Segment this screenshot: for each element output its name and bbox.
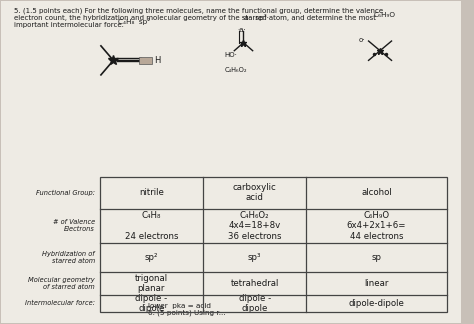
Text: # of Valence
Electrons: # of Valence Electrons [53,219,95,232]
Text: Molecular geometry
of starred atom: Molecular geometry of starred atom [28,277,95,290]
Text: nitrile: nitrile [139,188,164,197]
Text: C₄H₈

24 electrons: C₄H₈ 24 electrons [125,211,178,241]
Bar [138,57,152,64]
Text: sp: sp [372,253,382,262]
Text: dipole -
dipole: dipole - dipole [135,294,167,313]
Text: H: H [154,56,160,65]
Bar [100,177,447,312]
Text: sp³: sp³ [248,253,262,262]
Text: ·a·: ·a· [238,27,246,33]
Text: HO·: HO· [225,52,237,58]
Text: C₆H₉O
6x4+2x1+6=
44 electrons: C₆H₉O 6x4+2x1+6= 44 electrons [347,211,406,241]
Text: C₄H₈  sp²: C₄H₈ sp² [118,18,150,26]
Text: dipole-dipole: dipole-dipole [349,299,404,308]
Text: 5. (1.5 points each) For the following three molecules, name the functional grou: 5. (1.5 points each) For the following t… [15,7,383,28]
Text: alcohol: alcohol [361,188,392,197]
Text: dipole -
dipole: dipole - dipole [238,294,271,313]
Text: Hybridization of
starred atom: Hybridization of starred atom [42,251,95,264]
Text: C₄H₆O₂: C₄H₆O₂ [225,67,247,73]
Text: Intermolecular force:: Intermolecular force: [25,300,95,307]
Text: sp²: sp² [145,253,158,262]
Text: C₄H₆O₂
4x4=18+8v
36 electrons: C₄H₆O₂ 4x4=18+8v 36 electrons [228,211,282,241]
Text: tetrahedral: tetrahedral [230,279,279,288]
Text: carboxylic
acid: carboxylic acid [233,183,277,202]
Text: C₆H₉O: C₆H₉O [374,12,396,18]
Text: lower  pka = acid
6. (5 points) Using r...: lower pka = acid 6. (5 points) Using r..… [148,303,225,316]
Text: linear: linear [365,279,389,288]
Text: trigonal
planar: trigonal planar [135,273,168,293]
Text: ·a·  sp³·: ·a· sp³· [243,14,269,21]
Text: o·: o· [359,37,365,43]
Text: Functional Group:: Functional Group: [36,190,95,196]
